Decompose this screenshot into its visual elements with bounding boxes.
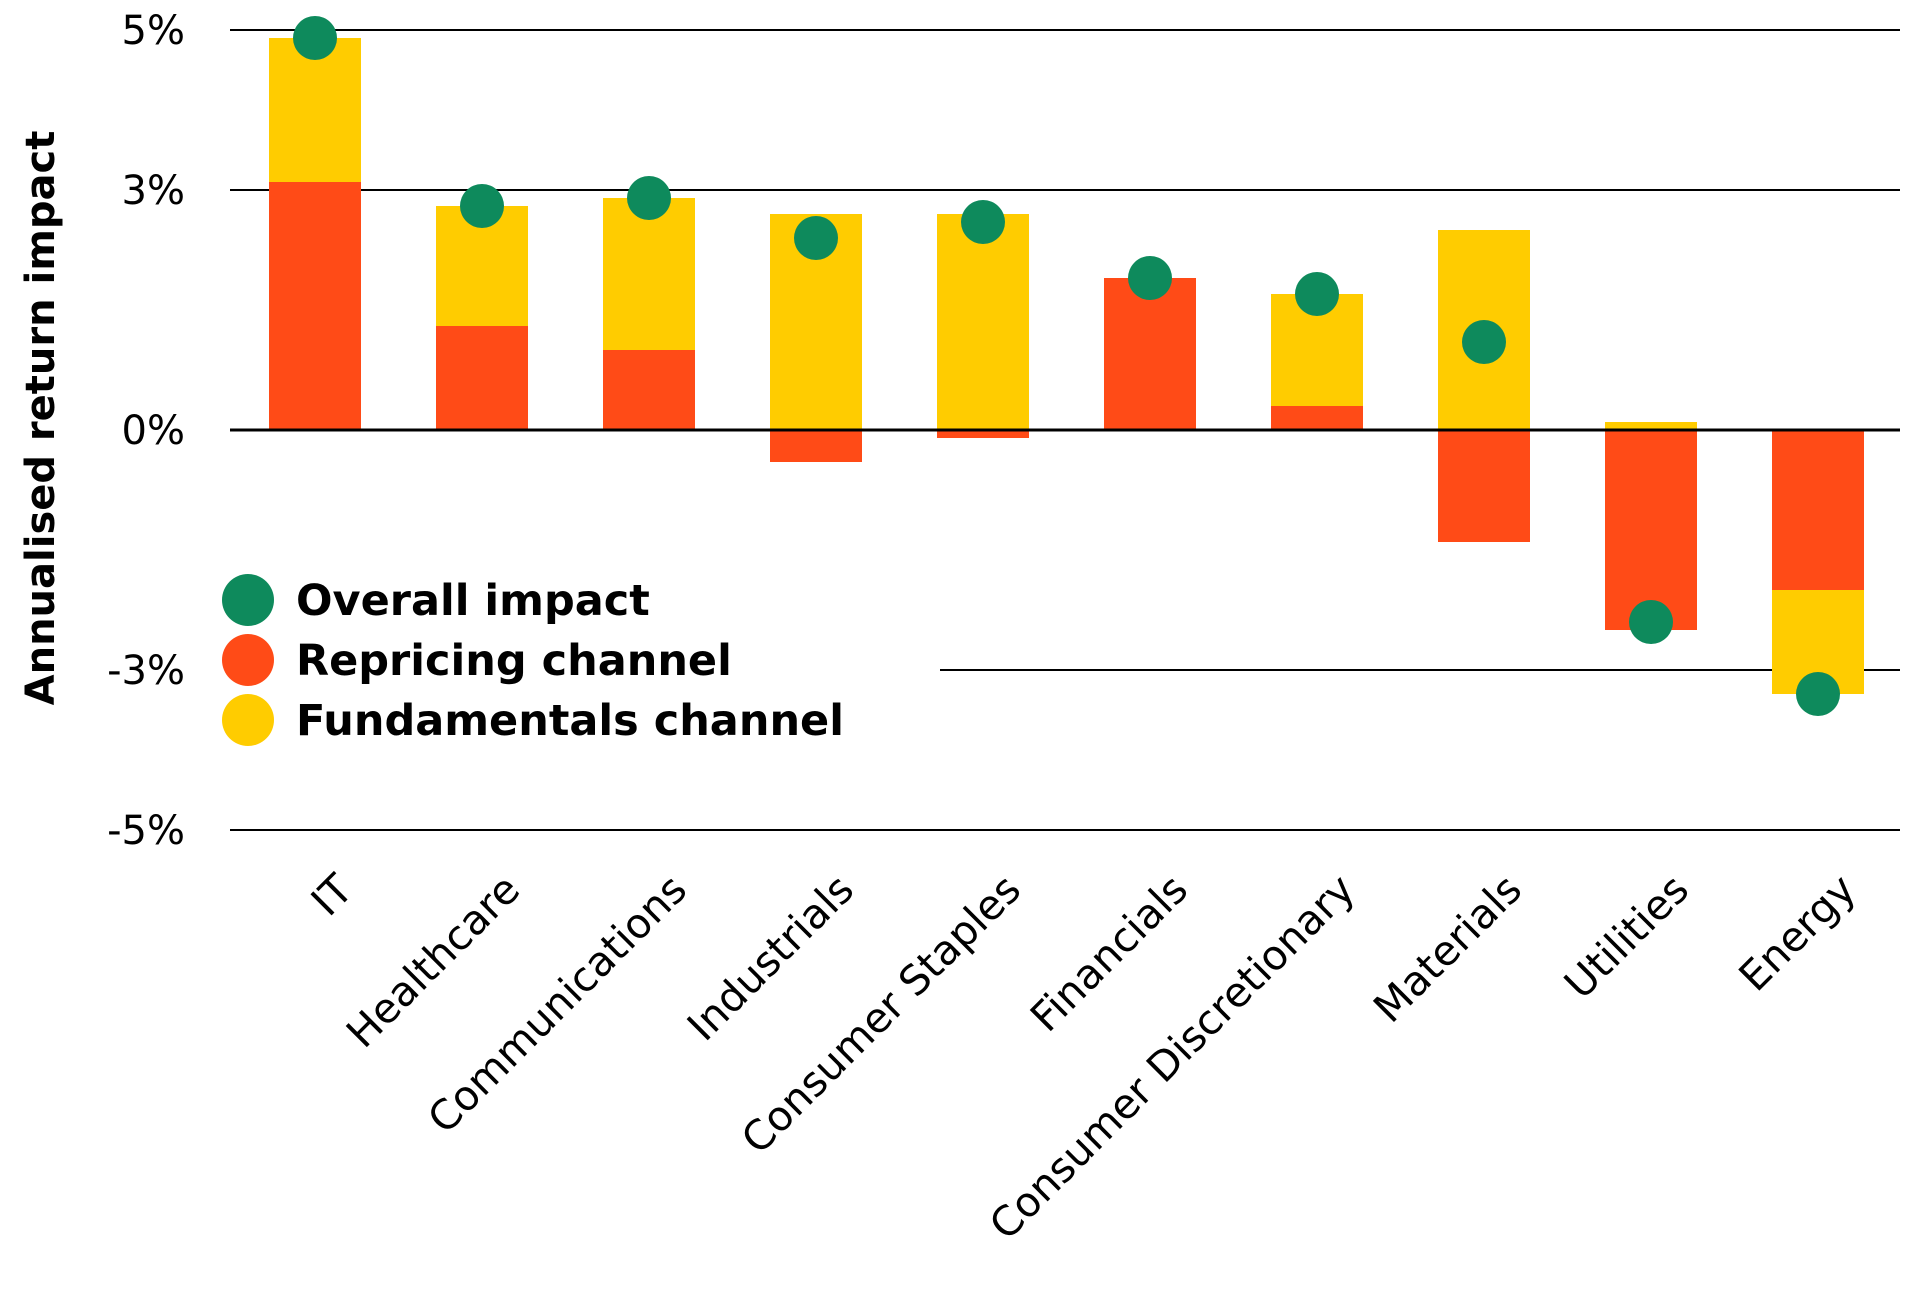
y-axis-label: Annualised return impact (18, 131, 64, 706)
y-tick-label: 3% (122, 168, 185, 214)
point-overall-impact (794, 216, 838, 260)
bar-fundamentals (603, 198, 695, 350)
x-category-label: Utilities (1555, 865, 1698, 1008)
legend-label: Fundamentals channel (296, 696, 844, 746)
bar-repricing (603, 350, 695, 430)
point-overall-impact (1796, 672, 1840, 716)
x-category-label: Financials (1021, 865, 1197, 1041)
legend-swatch (222, 574, 274, 626)
bar-fundamentals (1605, 422, 1697, 430)
points (293, 16, 1840, 716)
gridlines (230, 29, 1900, 831)
bar-repricing (1605, 430, 1697, 630)
y-tick-label: 0% (122, 408, 185, 454)
bar-fundamentals (937, 214, 1029, 430)
legend-swatch (222, 634, 274, 686)
x-category-label: Consumer Staples (732, 865, 1030, 1163)
legend-label: Overall impact (296, 576, 650, 626)
x-category-label: Energy (1730, 865, 1865, 1000)
x-category-label: Industrials (678, 865, 863, 1050)
point-overall-impact (961, 200, 1005, 244)
x-axis-categories: ITHealthcareCommunicationsIndustrialsCon… (302, 864, 1865, 1249)
x-category-label: Materials (1364, 865, 1531, 1032)
y-axis-ticks: 5% 3% 0% -3% -5% (107, 8, 185, 854)
y-tick-label: 5% (122, 8, 185, 54)
legend: Overall impact Repricing channel Fundament… (222, 574, 844, 746)
point-overall-impact (1462, 320, 1506, 364)
x-category-label: IT (302, 864, 363, 925)
y-tick-label: -3% (107, 648, 185, 694)
point-overall-impact (627, 176, 671, 220)
point-overall-impact (293, 16, 337, 60)
bar-repricing (1104, 278, 1196, 430)
point-overall-impact (1128, 256, 1172, 300)
y-tick-label: -5% (107, 808, 185, 854)
bar-repricing (770, 430, 862, 462)
bar-repricing (436, 326, 528, 430)
point-overall-impact (1295, 272, 1339, 316)
bar-repricing (937, 430, 1029, 438)
bar-repricing (1772, 430, 1864, 590)
point-overall-impact (460, 184, 504, 228)
point-overall-impact (1629, 600, 1673, 644)
bar-repricing (1271, 406, 1363, 430)
legend-label: Repricing channel (296, 636, 732, 686)
bar-repricing (1438, 430, 1530, 542)
legend-swatch (222, 694, 274, 746)
bar-repricing (269, 182, 361, 430)
bar-fundamentals (269, 38, 361, 182)
